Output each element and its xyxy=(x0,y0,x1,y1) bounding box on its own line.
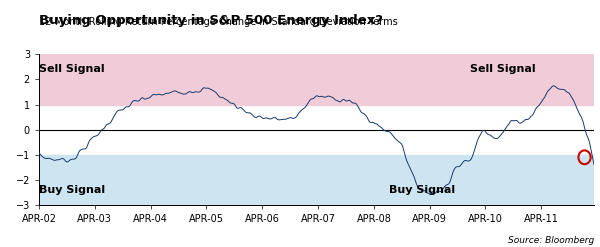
Text: Buying Opportunity in S&P 500 Energy Index?: Buying Opportunity in S&P 500 Energy Ind… xyxy=(39,14,383,27)
Text: Buy Signal: Buy Signal xyxy=(389,185,455,195)
Text: Source: Bloomberg: Source: Bloomberg xyxy=(508,236,594,245)
Text: Buy Signal: Buy Signal xyxy=(39,185,105,195)
Bar xyxy=(39,54,594,104)
Text: 12-Month Rolling Return Percentage Change in Standard Deviation Terms: 12-Month Rolling Return Percentage Chang… xyxy=(39,17,398,27)
Text: Sell Signal: Sell Signal xyxy=(39,64,104,74)
Text: Sell Signal: Sell Signal xyxy=(470,64,536,74)
Bar xyxy=(39,155,594,205)
